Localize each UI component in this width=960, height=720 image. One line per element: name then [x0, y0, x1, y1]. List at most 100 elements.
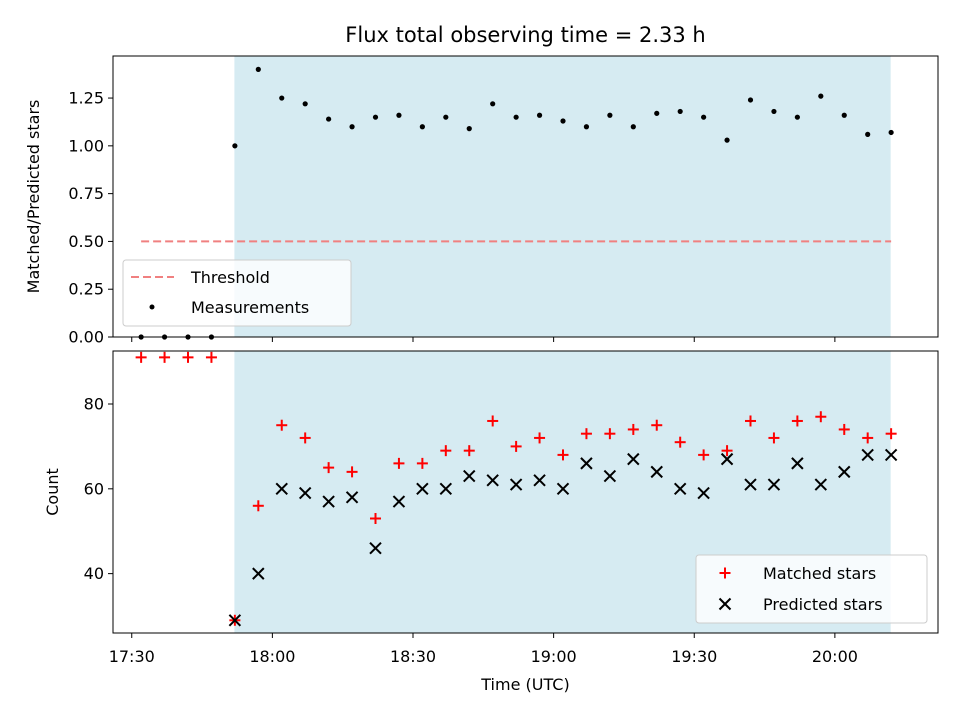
ratio-panel-frame — [112, 55, 939, 338]
measurement-point — [302, 101, 308, 107]
matched-star-point — [205, 351, 217, 363]
measurement-point — [232, 143, 238, 149]
matched-star-point — [815, 411, 827, 423]
predicted-star-point — [439, 482, 453, 496]
matched-star-point — [370, 513, 381, 525]
predicted-star-point-b — [486, 474, 499, 487]
predicted-star-point — [673, 482, 687, 496]
predicted-star-point-b — [697, 486, 710, 500]
predicted-star-point — [580, 457, 593, 470]
measurement-point — [794, 114, 800, 120]
matched-star-point — [745, 415, 756, 427]
measurement-point — [701, 114, 707, 120]
ratio-y-ticks: 0.00 0.25 0.50 0.75 1.00 1.25 — [68, 89, 113, 347]
predicted-star-point — [416, 482, 429, 496]
matched-star-point — [791, 415, 803, 427]
matched-star-point — [838, 423, 850, 435]
matched-star-point — [346, 466, 358, 478]
predicted-star-point-b — [814, 478, 828, 491]
measurement-point — [771, 108, 777, 115]
predicted-star-point — [275, 482, 288, 496]
legend-predicted-swatch — [718, 597, 732, 611]
predicted-star-point — [884, 448, 898, 462]
matched-star-point — [159, 351, 171, 363]
legend-predicted-marker — [718, 597, 732, 611]
predicted-star-point — [533, 474, 546, 487]
matched-star-point — [393, 457, 405, 469]
predicted-star-point — [322, 495, 335, 508]
predicted-star-point-b — [791, 457, 804, 470]
time-x-tick-label: 19:00 — [531, 647, 577, 666]
time-x-tick-label: 19:30 — [671, 647, 717, 666]
predicted-star-point-b — [627, 452, 640, 466]
matched-star-point — [721, 445, 733, 457]
measurement-point — [654, 110, 660, 116]
measurement-point — [443, 114, 449, 120]
count-legend: Matched stars Predicted stars — [695, 554, 928, 624]
legend-threshold-label: Threshold — [190, 268, 270, 287]
measurement-point — [583, 124, 590, 130]
measurement-point — [419, 124, 425, 130]
count-legend-box — [695, 554, 928, 624]
count-y-tick-label: 80 — [84, 395, 104, 414]
matched-star-point — [885, 428, 897, 440]
predicted-stars-points — [228, 448, 898, 627]
predicted-star-point-b — [252, 567, 265, 580]
matched-star-point — [463, 445, 475, 457]
time-x-ticks: 17:30 18:00 18:30 19:00 19:30 20:00 — [109, 633, 858, 666]
predicted-star-point-b — [673, 482, 687, 496]
count-y-ticks: 40 60 80 — [84, 395, 113, 583]
legend-matched-marker — [719, 567, 731, 579]
ratio-y-tick-label: 0.25 — [68, 280, 104, 299]
matched-star-point — [440, 445, 452, 457]
matched-stars-points — [135, 351, 897, 626]
predicted-star-point — [252, 567, 265, 580]
predicted-star-point-b — [533, 474, 546, 487]
predicted-star-point-b — [345, 491, 359, 504]
predicted-star-point — [345, 491, 359, 504]
matched-star-point — [323, 462, 335, 474]
measurement-point — [349, 124, 355, 130]
matched-star-point — [604, 428, 616, 440]
matched-star-point — [510, 440, 522, 452]
predicted-star-point — [861, 448, 874, 462]
matched-star-point — [557, 449, 569, 461]
ratio-y-axis-label: Matched/Predicted stars — [24, 100, 43, 294]
predicted-star-point — [298, 486, 312, 500]
matched-star-point — [299, 432, 311, 444]
predicted-star-point — [744, 478, 757, 491]
ratio-y-tick-label: 0.50 — [68, 232, 104, 251]
measurement-point — [865, 131, 871, 137]
predicted-star-point-b — [556, 482, 570, 496]
predicted-star-point-b — [838, 465, 851, 479]
measurement-point — [560, 118, 566, 124]
matched-star-point — [416, 457, 428, 469]
measurement-point — [372, 114, 379, 120]
matched-star-point — [768, 432, 780, 444]
predicted-star-point — [228, 614, 242, 627]
predicted-star-point-b — [463, 469, 476, 483]
predicted-star-point — [486, 474, 499, 487]
legend-matched-swatch — [719, 567, 731, 579]
matched-star-point — [276, 419, 288, 431]
matched-star-point — [487, 415, 499, 427]
predicted-star-point-b — [369, 541, 382, 555]
measurement-point — [607, 112, 613, 118]
time-x-tick-label: 18:00 — [249, 647, 295, 666]
ratio-y-tick-label: 1.00 — [68, 136, 104, 155]
matched-star-point — [580, 428, 592, 440]
measurement-point — [818, 93, 824, 99]
measurement-point — [888, 129, 894, 136]
count-panel: 40 60 80 17:30 18:00 18:30 19:00 19:30 20:00 Co… — [43, 350, 939, 694]
measurement-point — [513, 114, 519, 120]
predicted-star-point — [556, 482, 570, 496]
count-y-tick-label: 40 — [84, 564, 104, 583]
ratio-x-ticks — [131, 337, 836, 342]
ratio-legend: Threshold Measurements — [122, 259, 352, 327]
predicted-star-point-b — [767, 478, 781, 491]
matched-star-point — [862, 432, 874, 444]
matched-star-point — [698, 449, 710, 461]
predicted-star-point-b — [580, 457, 593, 470]
predicted-star-point — [838, 465, 851, 479]
